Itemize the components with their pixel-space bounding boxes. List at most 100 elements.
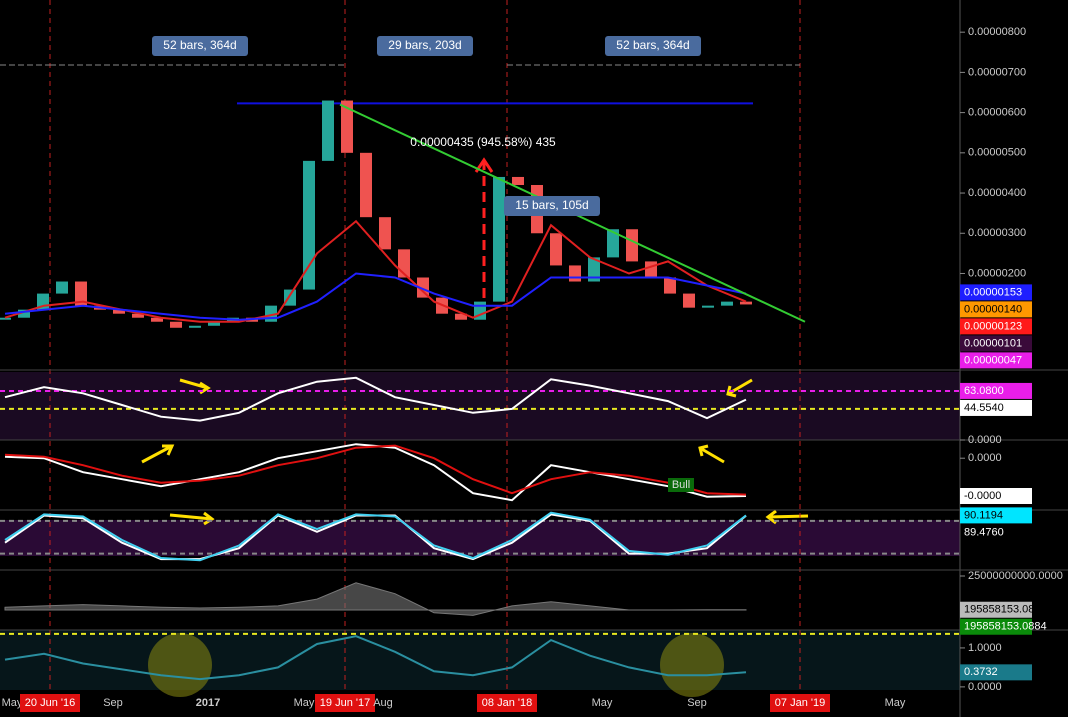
price-tag-label: 0.00000140 <box>964 303 1022 315</box>
annotation-box <box>668 478 694 492</box>
x-tick-label: Aug <box>373 697 393 709</box>
annotation: 52 bars, 364d <box>163 38 236 52</box>
price-tag-label: 0.3732 <box>964 666 998 678</box>
candle <box>18 309 30 318</box>
price-tag <box>960 301 1032 318</box>
candle <box>189 325 201 328</box>
x-tick-label: 19 Jun '17 <box>320 697 370 709</box>
price-tag-label: 89.4760 <box>964 526 1004 538</box>
y-tick-label: 0.0000 <box>968 681 1002 693</box>
y-tick-label: 0.00000500 <box>968 147 1026 159</box>
bottom-band <box>0 630 960 690</box>
arrow <box>141 444 175 464</box>
annotation: 0.00000435 (945.58%) 435 <box>410 135 556 149</box>
measure-arrow <box>474 157 494 173</box>
price-tag-label: 63.0800 <box>964 385 1004 397</box>
candle <box>151 317 163 322</box>
y-tick-label: 25000000000.0000 <box>968 570 1063 582</box>
price-tag-label: 0.00000101 <box>964 337 1022 349</box>
x-tick-label: May <box>2 697 23 709</box>
price-tag-label: 195858153.0884 <box>964 621 1047 633</box>
candle <box>303 160 315 290</box>
rsi-band <box>0 372 960 440</box>
x-tick-label: 20 Jun '16 <box>25 697 75 709</box>
highlight-circle <box>660 633 724 697</box>
candle <box>493 176 505 302</box>
candle <box>75 281 87 306</box>
price-tag-label: 44.5540 <box>964 402 1004 414</box>
price-tag-label: 0.00000123 <box>964 320 1022 332</box>
annotation-box <box>152 36 248 56</box>
candle <box>626 229 638 262</box>
date-box <box>315 694 375 712</box>
date-box <box>770 694 830 712</box>
candle <box>645 261 657 278</box>
candle <box>512 176 524 185</box>
price-tag <box>960 318 1032 335</box>
price-tag-label: 0.00000047 <box>964 354 1022 366</box>
annotation: 52 bars, 364d <box>616 38 689 52</box>
annotation-box <box>377 36 473 56</box>
candle <box>360 152 372 218</box>
candle <box>0 317 11 320</box>
y-tick-label: 0.0000 <box>968 434 1002 446</box>
candle <box>664 277 676 294</box>
annotation-box <box>504 196 600 216</box>
x-tick-label: May <box>885 697 906 709</box>
x-tick-label: May <box>592 697 613 709</box>
x-tick-label: 08 Jan '18 <box>482 697 532 709</box>
price-tag <box>960 399 1032 416</box>
y-tick-label: 0.00000200 <box>968 267 1026 279</box>
y-tick-label: 0.00000700 <box>968 66 1026 78</box>
y-tick-label: 0.00000400 <box>968 187 1026 199</box>
line <box>4 443 747 502</box>
price-tag <box>960 335 1032 352</box>
annotation-box <box>605 36 701 56</box>
y-tick-label: 0.00000800 <box>968 26 1026 38</box>
price-tag <box>960 618 1032 635</box>
candle <box>702 305 714 308</box>
x-tick-label: 2017 <box>196 697 220 709</box>
y-tick-label: 0.00000300 <box>968 227 1026 239</box>
arrow <box>698 444 725 464</box>
annotation: Bull <box>672 479 690 491</box>
price-tag-label: -0.0000 <box>964 490 1001 502</box>
moving-average <box>4 272 747 321</box>
arrow <box>169 511 215 526</box>
candle <box>740 301 752 305</box>
price-tag <box>960 352 1032 369</box>
price-tag <box>960 507 1032 524</box>
price-tag-label: 195858153.0884 <box>964 604 1047 616</box>
price-tag-label: 90.1194 <box>964 509 1003 521</box>
candle <box>417 277 429 298</box>
annotation: 15 bars, 105d <box>515 198 588 212</box>
x-tick-label: May <box>294 697 315 709</box>
candle <box>607 229 619 258</box>
candle <box>721 301 733 306</box>
y-tick-label: 0.00000600 <box>968 107 1026 119</box>
candle <box>550 233 562 266</box>
area <box>4 582 747 616</box>
y-tick-label: 1.0000 <box>968 642 1002 654</box>
line <box>4 444 747 496</box>
date-box <box>20 694 80 712</box>
candle <box>569 265 581 282</box>
line <box>4 376 747 422</box>
candle <box>113 309 125 314</box>
date-box <box>477 694 537 712</box>
candle <box>56 281 68 294</box>
candle <box>208 321 220 326</box>
line <box>4 635 747 681</box>
price-tag <box>960 284 1032 301</box>
price-tag-label: 0.00000153 <box>964 286 1022 298</box>
y-tick-label: 0.0000 <box>968 452 1002 464</box>
arrow <box>765 509 809 525</box>
candle <box>284 289 296 306</box>
candle <box>588 257 600 282</box>
annotation: 29 bars, 203d <box>388 38 461 52</box>
price-tag <box>960 382 1032 399</box>
candle <box>170 321 182 328</box>
candle <box>455 313 467 320</box>
x-tick-label: 07 Jan '19 <box>775 697 825 709</box>
